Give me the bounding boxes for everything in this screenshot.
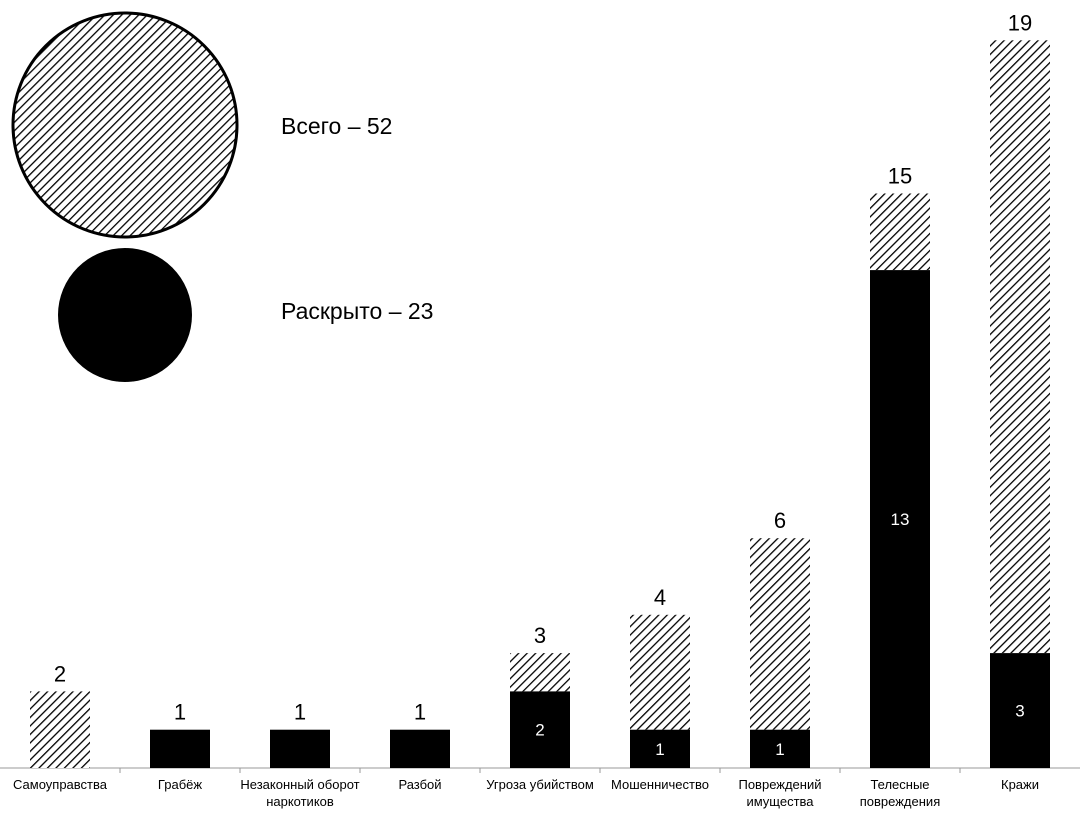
category-label: Грабёж [158, 777, 202, 792]
category-label-line: Грабёж [158, 777, 202, 792]
legend-total-marker [11, 11, 239, 239]
bar-solved-segment [990, 653, 1050, 768]
total-value-label: 3 [534, 623, 546, 648]
bar-solved-segment [390, 729, 450, 768]
bar-total-segment [30, 691, 90, 768]
category-label: Мошенничество [611, 777, 709, 792]
total-value-label: 19 [1008, 10, 1032, 35]
solved-value-label: 1 [655, 740, 664, 759]
category-label-line: Повреждений [738, 777, 821, 792]
bars [30, 40, 1050, 768]
total-value-label: 4 [654, 585, 666, 610]
category-label-line: Незаконный оборот [240, 777, 359, 792]
labels: 2 Самоуправства 1 Грабёж 1 Незаконный оборот н… [13, 10, 1039, 809]
bar-total-segment [510, 653, 570, 692]
category-label: Угроза убийством [486, 777, 594, 792]
category-label: Незаконный оборот наркотиков [240, 777, 359, 809]
category-label: Самоуправства [13, 777, 108, 792]
total-value-label: 2 [54, 661, 66, 686]
category-label-line: Телесные [870, 777, 929, 792]
category-label-line: повреждения [860, 794, 940, 809]
bar-solved-segment [270, 729, 330, 768]
total-value-label: 1 [174, 700, 186, 725]
category-label-line: Угроза убийством [486, 777, 594, 792]
category-label-line: имущества [746, 794, 814, 809]
legend-solved-text: Раскрыто – 23 [281, 298, 433, 324]
bar-total-segment [990, 40, 1050, 654]
legend-total-text: Всего – 52 [281, 113, 392, 139]
bar-solved-segment [510, 691, 570, 768]
legend-solved-marker [58, 248, 192, 382]
total-value-label: 6 [774, 508, 786, 533]
x-axis-ticks [119, 768, 961, 773]
bar-solved-segment [630, 729, 690, 768]
bar-solved-segment [870, 270, 930, 768]
total-value-label: 1 [294, 700, 306, 725]
bar-total-segment [630, 614, 690, 730]
solved-value-label: 2 [535, 721, 544, 740]
total-value-label: 15 [888, 164, 912, 189]
category-label: Разбой [398, 777, 441, 792]
category-label: Кражи [1001, 777, 1039, 792]
solved-value-label: 13 [891, 510, 910, 529]
category-label-line: Самоуправства [13, 777, 108, 792]
bar-total-segment [870, 193, 930, 271]
category-label-line: Мошенничество [611, 777, 709, 792]
bar-total-segment [750, 538, 810, 730]
bar-solved-segment [750, 729, 810, 768]
category-label-line: наркотиков [266, 794, 334, 809]
solved-value-label: 3 [1015, 702, 1024, 721]
category-label: Повреждений имущества [738, 777, 821, 809]
category-label: Телесные повреждения [860, 777, 940, 809]
category-label-line: Кражи [1001, 777, 1039, 792]
category-label-line: Разбой [398, 777, 441, 792]
solved-value-label: 1 [775, 740, 784, 759]
bar-solved-segment [150, 729, 210, 768]
total-value-label: 1 [414, 700, 426, 725]
legend: Всего – 52 Раскрыто – 23 [11, 11, 433, 382]
